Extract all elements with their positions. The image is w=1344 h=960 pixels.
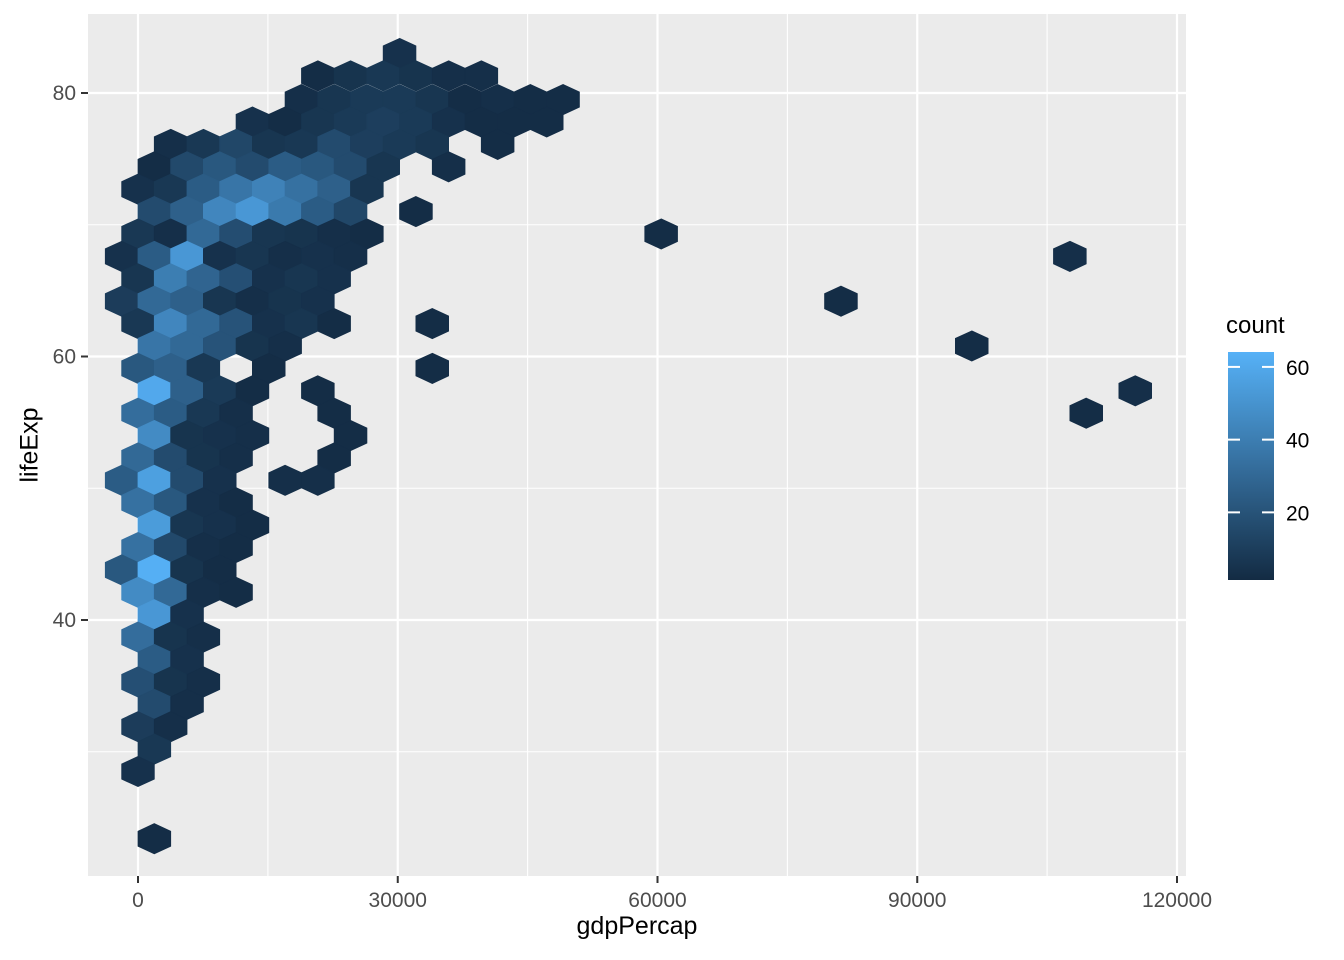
- x-tick-label: 0: [132, 889, 144, 912]
- hex-bin: [1118, 375, 1152, 407]
- x-tick-label: 120000: [1142, 889, 1212, 912]
- y-tick-label: 80: [53, 82, 76, 105]
- x-tick-label: 30000: [369, 889, 427, 912]
- hex-bin: [824, 285, 858, 317]
- hex-bin: [464, 60, 499, 92]
- x-axis-title: gdpPercap: [576, 912, 698, 940]
- hex-bin: [1069, 397, 1103, 429]
- hex-layer: [104, 37, 1152, 855]
- y-axis-title: lifeExp: [15, 407, 44, 483]
- legend-title: count: [1226, 312, 1285, 339]
- hex-bin: [399, 196, 433, 228]
- hex-bin: [121, 755, 155, 788]
- x-tick-label: 60000: [628, 889, 686, 912]
- hex-bin: [137, 823, 172, 855]
- axes: 0 30000 60000 90000 120000 40 60 80: [53, 82, 1212, 912]
- hex-bin: [317, 308, 351, 340]
- y-tick-label: 60: [53, 346, 76, 369]
- hex-bin: [1053, 240, 1087, 272]
- hex-bin: [955, 330, 989, 362]
- hex-bin: [431, 151, 466, 183]
- legend-tick-label: 60: [1286, 357, 1309, 380]
- hex-bin: [415, 308, 450, 340]
- hex-bin: [415, 352, 450, 384]
- hex-bin: [530, 106, 564, 138]
- hex-bin: [301, 464, 335, 496]
- x-tick-label: 90000: [888, 889, 946, 912]
- legend-gradient-bar: [1228, 352, 1274, 580]
- y-tick-label: 40: [53, 609, 76, 632]
- hex-bin: [644, 218, 678, 250]
- hex-bin: [219, 576, 253, 608]
- hex-bin: [480, 128, 515, 160]
- legend-colorbar: 20 40 60: [1228, 352, 1309, 580]
- legend-tick-label: 40: [1286, 430, 1309, 453]
- legend-tick-label: 20: [1286, 502, 1309, 525]
